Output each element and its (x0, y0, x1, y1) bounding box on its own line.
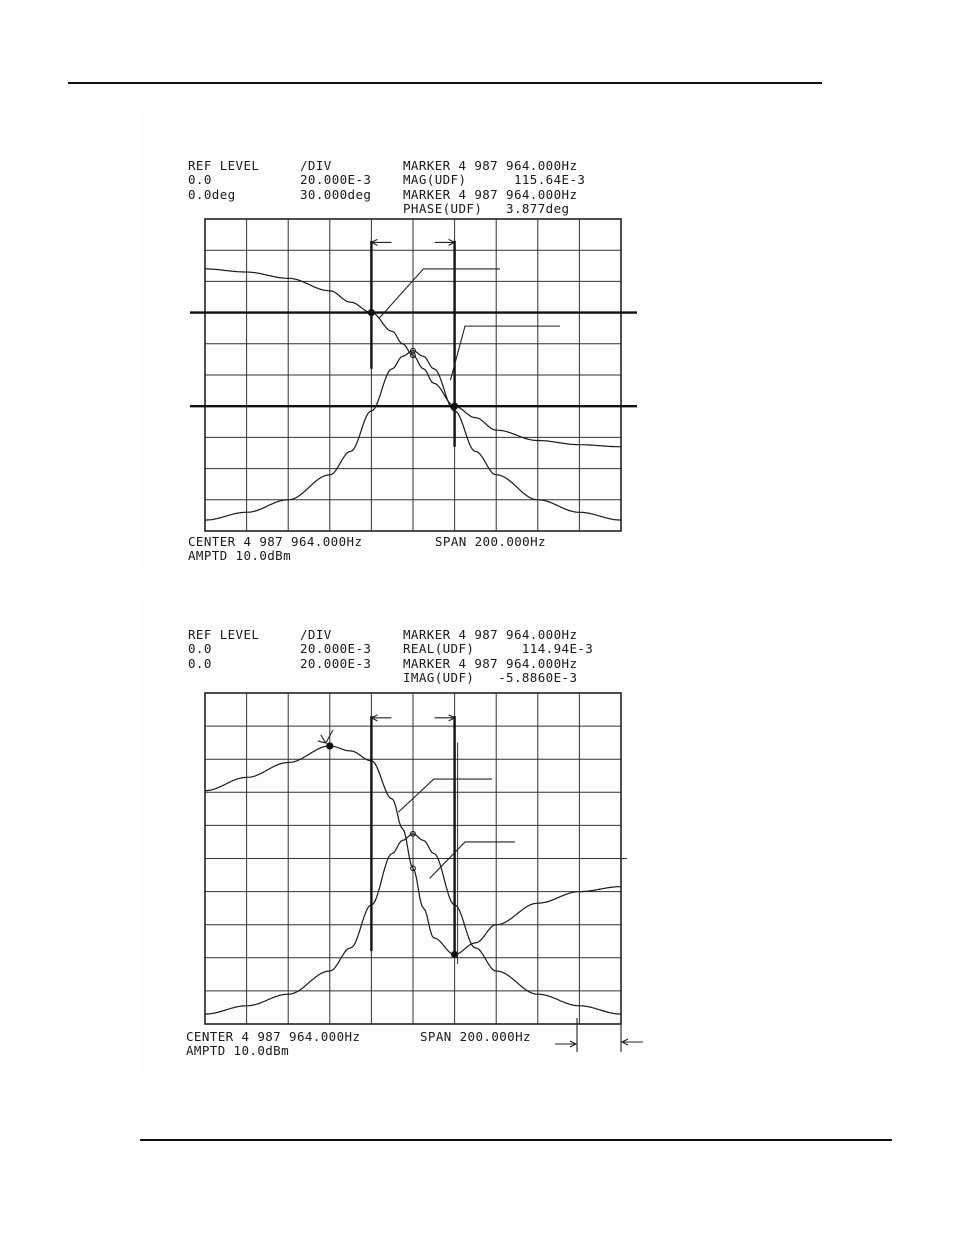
chart-1-marker-line-1: MARKER 4 987 964.000Hz (403, 158, 578, 173)
chart-1-ref-level-label: REF LEVEL (188, 158, 260, 173)
chart-2-bw-arrowhead-left (370, 714, 378, 722)
chart-1-marker-line-2: MARKER 4 987 964.000Hz (403, 186, 578, 202)
chart-1-footer-amptd: AMPTD 10.0dBm (188, 548, 292, 563)
chart-2-div-1: 20.000E-3 (300, 641, 372, 657)
chart-2-header-mid: /DIV 20.000E-3 20.000E-3 (300, 627, 372, 671)
chart-1-header-left: REF LEVEL 0.0 0.0deg (188, 158, 260, 202)
bottom-rule (140, 1139, 892, 1141)
chart-2-imag-min-dot (451, 950, 459, 959)
chart-2-header-right: MARKER 4 987 964.000Hz REAL(UDF) 114.94E-… (403, 627, 594, 685)
chart-2-footer-span: SPAN 200.000Hz (420, 1029, 531, 1044)
chart-2-real-marker (410, 830, 416, 837)
chart-1-leader-phase (379, 268, 500, 319)
top-rule (68, 82, 822, 84)
chart-1-frame (204, 218, 622, 532)
chart-1-phase-trace (205, 268, 621, 448)
chart-1-marker-val-1: MAG(UDF) 115.64E-3 (403, 172, 586, 188)
chart-1-div-2: 30.000deg (300, 186, 372, 202)
chart-2-max-arrowhead (317, 734, 327, 744)
chart-1-ref-level-2: 0.0deg (188, 186, 236, 202)
chart-2-marker-val-1: REAL(UDF) 114.94E-3 (403, 641, 594, 657)
chart-2-imaginary-trace (205, 745, 622, 956)
chart-1-footer-span: SPAN 200.000Hz (435, 534, 546, 549)
chart-1-footer-center: CENTER 4 987 964.000Hz (188, 534, 363, 549)
chart-1-half-power-dot (367, 309, 375, 317)
chart-2-footer-center: CENTER 4 987 964.000Hz (186, 1029, 361, 1044)
chart-2-marker-line-1: MARKER 4 987 964.000Hz (403, 627, 578, 642)
chart-2-div-2: 20.000E-3 (300, 655, 372, 671)
chart-2-background (140, 598, 760, 1072)
chart-1-bw-arrowhead-left (370, 238, 378, 246)
chart-2-leader-real (429, 841, 515, 879)
chart-1-bw-arrowhead-right (448, 238, 456, 246)
chart-2-real-trace (204, 833, 622, 1015)
chart-2-leader-imag (398, 778, 492, 813)
chart-2-ref-level-1: 0.0 (188, 641, 212, 657)
chart-2-header-left: REF LEVEL 0.0 0.0 (188, 627, 260, 671)
chart-2-max-arrow (325, 729, 334, 744)
chart-2-marker-val-2: IMAG(UDF) -5.8860E-3 (403, 669, 578, 685)
chart-2-imag-max-dot (326, 742, 334, 750)
chart-1-div-1: 20.000E-3 (300, 172, 372, 188)
chart-1-div-label: /DIV (300, 158, 332, 173)
chart-1-half-power-dot (451, 402, 459, 410)
chart-2-marker-line-2: MARKER 4 987 964.000Hz (403, 655, 578, 671)
chart-2-bw-arrowhead-right (448, 714, 456, 722)
chart-2-imaginary-marker (410, 865, 416, 872)
chart-2-ref-level-label: REF LEVEL (188, 627, 260, 642)
chart-1-phase-marker (410, 352, 416, 359)
chart-1-leader-mag (449, 325, 560, 381)
chart-1-marker-val-2: PHASE(UDF) 3.877deg (403, 200, 570, 216)
chart-2-ref-level-2: 0.0 (188, 655, 212, 671)
chart-1-background (140, 110, 760, 568)
chart-1-header-mid: /DIV 20.000E-3 30.000deg (300, 158, 372, 202)
chart-2-footer-amptd: AMPTD 10.0dBm (186, 1043, 290, 1058)
chart-1-magnitude-trace (204, 350, 622, 521)
chart-1-header-right: MARKER 4 987 964.000Hz MAG(UDF) 115.64E-3… (403, 158, 586, 216)
chart-2-span-arrow-in-right (620, 1038, 643, 1046)
chart-2-div-label: /DIV (300, 627, 332, 642)
chart-2-span-arrow-in-left (555, 1040, 578, 1048)
chart-1-ref-level-1: 0.0 (188, 172, 212, 188)
